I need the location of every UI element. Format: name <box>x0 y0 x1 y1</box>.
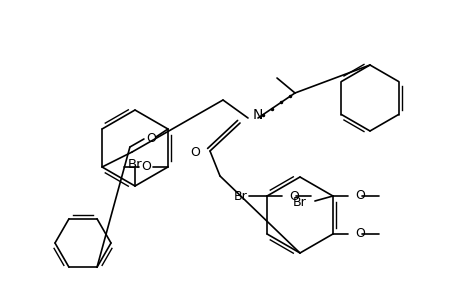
Text: O: O <box>288 190 298 202</box>
Text: O: O <box>146 133 156 146</box>
Text: N: N <box>252 108 263 122</box>
Text: O: O <box>354 227 364 241</box>
Text: Br: Br <box>292 196 306 209</box>
Text: O: O <box>190 146 200 160</box>
Text: Br: Br <box>233 190 246 202</box>
Text: O: O <box>354 190 364 202</box>
Text: Br: Br <box>128 158 142 170</box>
Text: O: O <box>140 160 151 173</box>
